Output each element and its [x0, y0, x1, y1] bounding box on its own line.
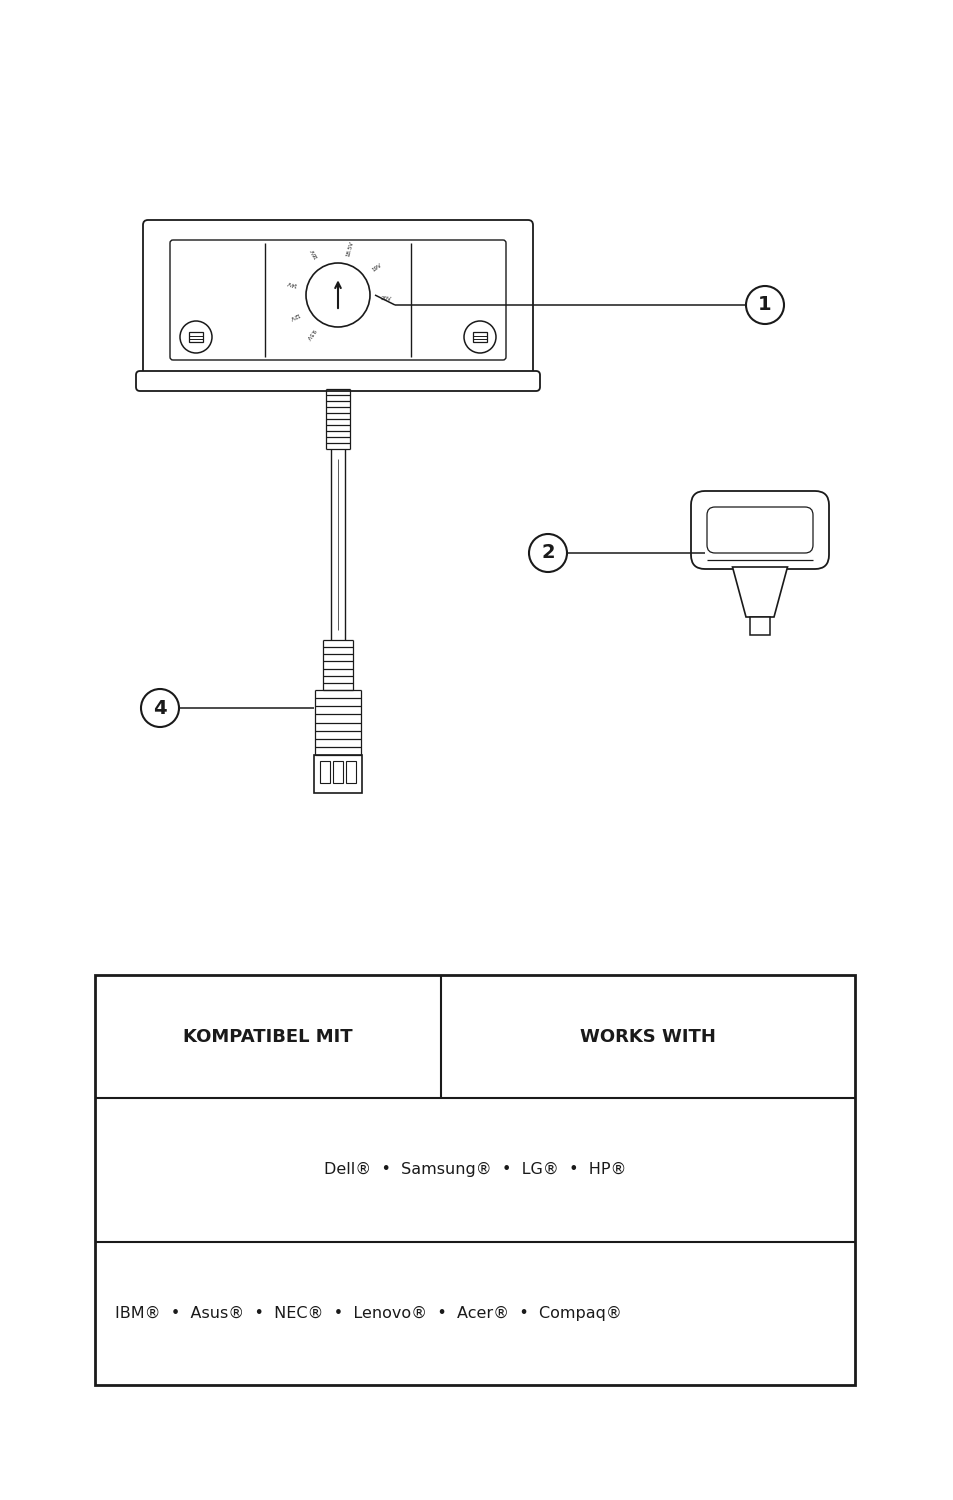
Bar — [189, 332, 203, 342]
Text: 19V: 19V — [371, 262, 383, 273]
Text: 14V: 14V — [286, 279, 297, 286]
Circle shape — [463, 321, 496, 352]
Text: 20V: 20V — [380, 296, 391, 302]
Bar — [95, 975, 854, 1384]
Bar — [333, 760, 343, 783]
Circle shape — [529, 534, 566, 572]
Text: 12V: 12V — [288, 310, 300, 320]
Polygon shape — [732, 567, 786, 616]
Bar — [346, 760, 355, 783]
Text: 2: 2 — [540, 543, 555, 562]
Bar — [749, 616, 769, 634]
Bar — [314, 754, 361, 794]
FancyBboxPatch shape — [706, 507, 812, 554]
Text: 16V: 16V — [309, 248, 318, 259]
FancyBboxPatch shape — [143, 220, 533, 380]
Text: 18.5V: 18.5V — [346, 240, 355, 256]
Bar — [473, 332, 486, 342]
Bar — [319, 760, 330, 783]
Circle shape — [180, 321, 212, 352]
FancyBboxPatch shape — [170, 240, 505, 360]
Text: IBM®  •  Asus®  •  NEC®  •  Lenovo®  •  Acer®  •  Compaq®: IBM® • Asus® • NEC® • Lenovo® • Acer® • … — [115, 1305, 621, 1322]
Circle shape — [745, 286, 783, 324]
Circle shape — [141, 688, 179, 728]
Text: 9.5V: 9.5V — [305, 328, 315, 340]
FancyBboxPatch shape — [690, 490, 828, 568]
FancyBboxPatch shape — [136, 370, 539, 392]
Text: Dell®  •  Samsung®  •  LG®  •  HP®: Dell® • Samsung® • LG® • HP® — [323, 1162, 625, 1178]
Text: WORKS WITH: WORKS WITH — [579, 1028, 715, 1045]
Text: KOMPATIBEL MIT: KOMPATIBEL MIT — [183, 1028, 353, 1045]
Text: 1: 1 — [758, 296, 771, 315]
Text: 4: 4 — [153, 699, 167, 717]
Circle shape — [306, 262, 370, 327]
